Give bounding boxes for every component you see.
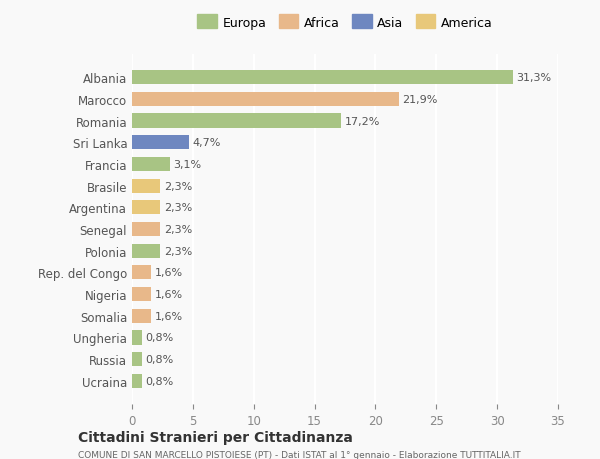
Bar bbox=[132, 244, 160, 258]
Text: Cittadini Stranieri per Cittadinanza: Cittadini Stranieri per Cittadinanza bbox=[78, 430, 353, 444]
Text: 0,8%: 0,8% bbox=[145, 354, 173, 364]
Legend: Europa, Africa, Asia, America: Europa, Africa, Asia, America bbox=[197, 16, 493, 29]
Text: 17,2%: 17,2% bbox=[345, 116, 380, 126]
Text: 2,3%: 2,3% bbox=[164, 181, 192, 191]
Bar bbox=[132, 309, 151, 323]
Bar bbox=[132, 71, 513, 85]
Bar bbox=[132, 223, 160, 236]
Bar bbox=[132, 266, 151, 280]
Text: 31,3%: 31,3% bbox=[517, 73, 552, 83]
Text: 1,6%: 1,6% bbox=[155, 290, 183, 299]
Bar bbox=[132, 353, 142, 366]
Bar bbox=[132, 201, 160, 215]
Text: 3,1%: 3,1% bbox=[173, 160, 202, 169]
Text: 1,6%: 1,6% bbox=[155, 311, 183, 321]
Bar bbox=[132, 374, 142, 388]
Bar bbox=[132, 157, 170, 172]
Text: COMUNE DI SAN MARCELLO PISTOIESE (PT) - Dati ISTAT al 1° gennaio - Elaborazione : COMUNE DI SAN MARCELLO PISTOIESE (PT) - … bbox=[78, 450, 521, 459]
Bar bbox=[132, 114, 341, 129]
Text: 0,8%: 0,8% bbox=[145, 376, 173, 386]
Text: 2,3%: 2,3% bbox=[164, 203, 192, 213]
Bar bbox=[132, 287, 151, 302]
Bar bbox=[132, 93, 398, 106]
Bar bbox=[132, 179, 160, 193]
Text: 2,3%: 2,3% bbox=[164, 224, 192, 235]
Text: 2,3%: 2,3% bbox=[164, 246, 192, 256]
Text: 21,9%: 21,9% bbox=[402, 95, 437, 105]
Text: 0,8%: 0,8% bbox=[145, 333, 173, 343]
Bar bbox=[132, 136, 189, 150]
Text: 4,7%: 4,7% bbox=[193, 138, 221, 148]
Bar bbox=[132, 330, 142, 345]
Text: 1,6%: 1,6% bbox=[155, 268, 183, 278]
